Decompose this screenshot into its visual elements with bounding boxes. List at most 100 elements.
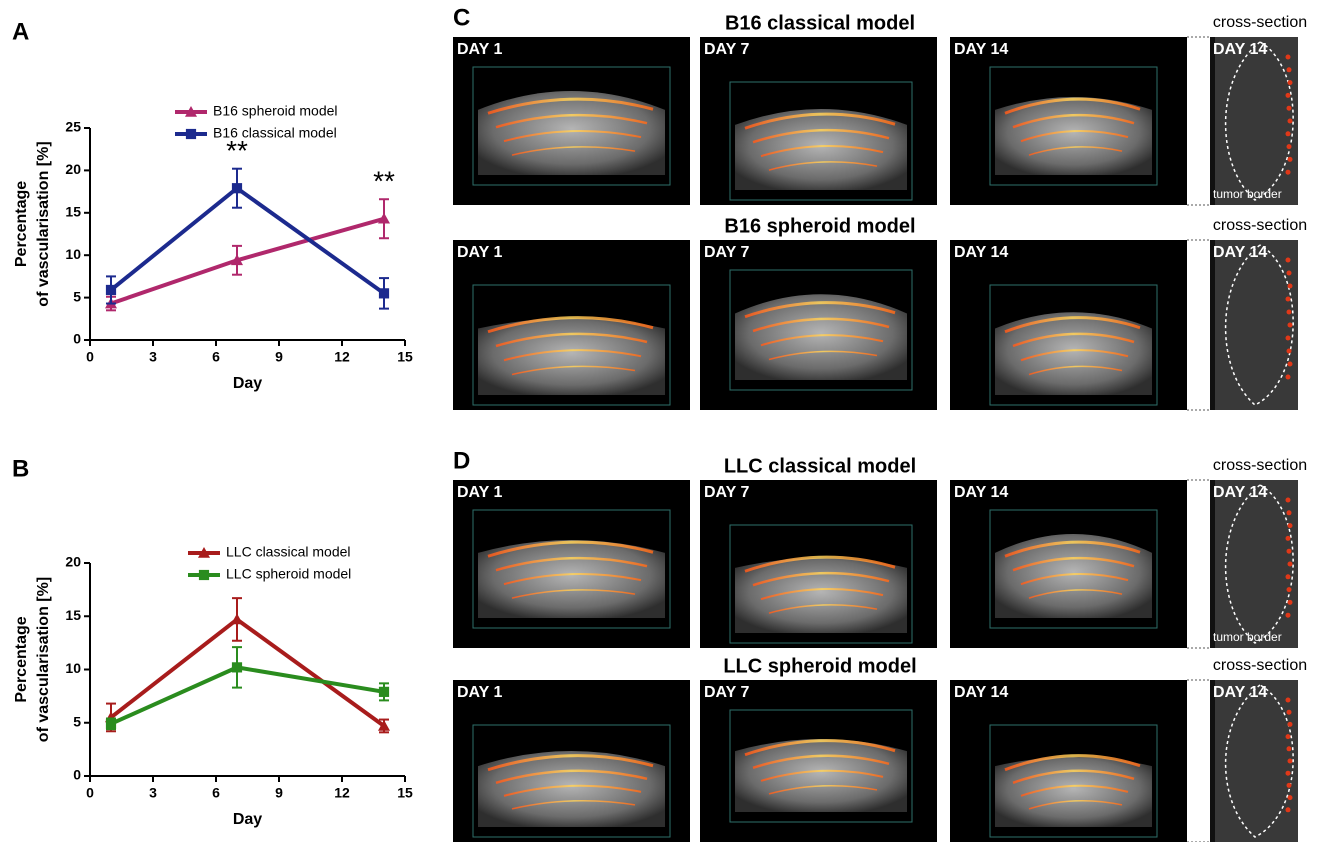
day-label: DAY 7 xyxy=(704,41,749,58)
legend-label: B16 spheroid model xyxy=(213,103,338,119)
row-title: LLC spheroid model xyxy=(723,655,916,677)
day-label: DAY 7 xyxy=(704,484,749,501)
day-label: DAY 1 xyxy=(457,41,502,58)
y-tick-label: 20 xyxy=(65,161,81,177)
annotation: ** xyxy=(226,135,248,166)
tumor-border-label: tumor border xyxy=(1213,630,1282,644)
cross-day-label: DAY 14 xyxy=(1213,684,1267,701)
marker xyxy=(186,129,196,139)
y-axis-label: of vascularisation [%] xyxy=(35,141,52,306)
ultrasound-image xyxy=(950,680,1187,842)
panel-label: B xyxy=(12,455,29,482)
day-label: DAY 7 xyxy=(704,244,749,261)
x-tick-label: 3 xyxy=(149,349,157,365)
signal xyxy=(1287,349,1292,354)
ultrasound-image xyxy=(950,37,1187,205)
x-tick-label: 15 xyxy=(397,785,413,801)
x-tick-label: 15 xyxy=(397,349,413,365)
x-tick-label: 6 xyxy=(212,785,220,801)
ultrasound-image xyxy=(700,240,937,410)
row-title: B16 classical model xyxy=(725,12,915,34)
ultrasound-image xyxy=(950,240,1187,410)
signal xyxy=(1288,119,1293,124)
legend-label: LLC classical model xyxy=(226,544,351,560)
cross-day-label: DAY 14 xyxy=(1213,41,1267,58)
y-tick-label: 0 xyxy=(73,767,81,783)
signal xyxy=(1286,613,1291,618)
ultrasound-image xyxy=(453,240,690,410)
series-line xyxy=(111,619,384,726)
ultrasound-image xyxy=(700,680,937,842)
x-tick-label: 9 xyxy=(275,785,283,801)
signal xyxy=(1287,144,1292,149)
cross-day-label: DAY 14 xyxy=(1213,484,1267,501)
marker xyxy=(106,719,116,729)
y-axis-label: of vascularisation [%] xyxy=(35,577,52,742)
signal xyxy=(1288,562,1293,567)
cross-section-label: cross-section xyxy=(1213,14,1307,31)
x-tick-label: 12 xyxy=(334,785,350,801)
signal xyxy=(1286,574,1291,579)
y-tick-label: 10 xyxy=(65,246,81,262)
cross-day-label: DAY 14 xyxy=(1213,244,1267,261)
ultrasound-image xyxy=(700,480,937,648)
signal xyxy=(1287,587,1292,592)
series-line xyxy=(111,219,384,304)
ultrasound-image xyxy=(453,680,690,842)
cross-section-image xyxy=(1210,480,1298,648)
marker xyxy=(232,662,242,672)
marker xyxy=(232,183,242,193)
marker xyxy=(379,288,389,298)
signal xyxy=(1286,55,1291,60)
row-title: B16 spheroid model xyxy=(724,215,915,237)
tissue xyxy=(478,318,665,395)
signal xyxy=(1288,759,1293,764)
tissue xyxy=(1215,240,1298,410)
x-tick-label: 12 xyxy=(334,349,350,365)
day-label: DAY 1 xyxy=(457,244,502,261)
signal xyxy=(1286,131,1291,136)
signal xyxy=(1287,510,1292,515)
signal xyxy=(1287,746,1292,751)
signal xyxy=(1287,106,1292,111)
y-tick-label: 10 xyxy=(65,660,81,676)
series-line xyxy=(111,188,384,293)
row-title: LLC classical model xyxy=(724,455,916,477)
y-tick-label: 5 xyxy=(73,288,81,304)
signal xyxy=(1286,734,1291,739)
signal xyxy=(1286,258,1291,263)
panel-label: C xyxy=(453,4,470,31)
ultrasound-image xyxy=(453,37,690,205)
signal xyxy=(1288,523,1293,528)
day-label: DAY 1 xyxy=(457,684,502,701)
marker xyxy=(199,570,209,580)
signal xyxy=(1287,783,1292,788)
tissue xyxy=(735,294,907,380)
day-label: DAY 1 xyxy=(457,484,502,501)
day-label: DAY 14 xyxy=(954,684,1008,701)
day-label: DAY 14 xyxy=(954,41,1008,58)
signal xyxy=(1286,336,1291,341)
cross-section-label: cross-section xyxy=(1213,457,1307,474)
day-label: DAY 14 xyxy=(954,484,1008,501)
marker xyxy=(379,687,389,697)
signal xyxy=(1288,284,1293,289)
tissue xyxy=(1215,480,1298,648)
tissue xyxy=(995,757,1152,827)
signal xyxy=(1288,600,1293,605)
tissue xyxy=(995,534,1152,618)
cross-section-image xyxy=(1210,680,1298,842)
x-tick-label: 0 xyxy=(86,349,94,365)
signal xyxy=(1287,549,1292,554)
x-tick-label: 6 xyxy=(212,349,220,365)
day-label: DAY 14 xyxy=(954,244,1008,261)
signal xyxy=(1286,375,1291,380)
x-axis-label: Day xyxy=(233,375,262,392)
x-axis-label: Day xyxy=(233,811,262,828)
tissue xyxy=(1215,680,1298,842)
signal xyxy=(1288,323,1293,328)
signal xyxy=(1287,310,1292,315)
ultrasound-image xyxy=(950,480,1187,648)
x-tick-label: 0 xyxy=(86,785,94,801)
x-tick-label: 9 xyxy=(275,349,283,365)
